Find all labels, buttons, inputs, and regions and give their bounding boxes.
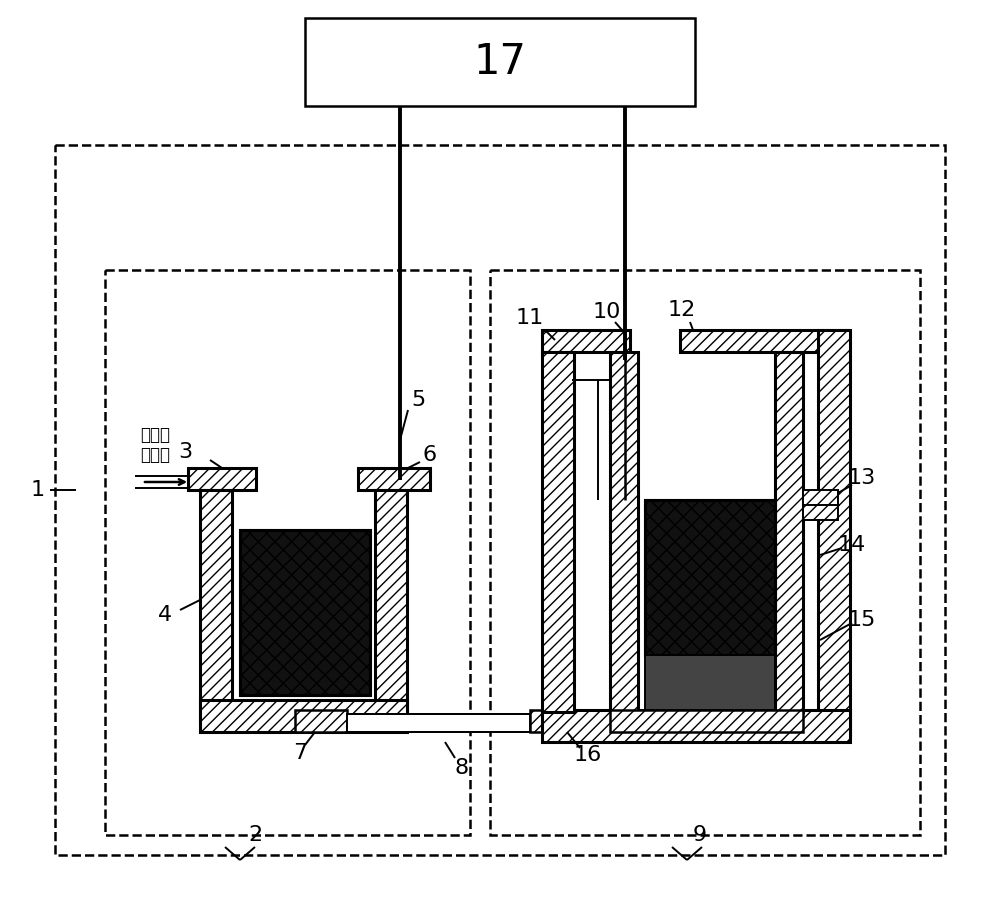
Text: 3: 3: [178, 442, 192, 462]
Text: 14: 14: [838, 535, 866, 555]
Bar: [775, 352, 803, 712]
Text: 17: 17: [474, 41, 526, 83]
Bar: [818, 330, 850, 735]
Bar: [240, 530, 370, 695]
Text: 15: 15: [848, 610, 876, 630]
Bar: [680, 330, 848, 352]
Bar: [542, 352, 574, 712]
Bar: [490, 270, 920, 835]
Bar: [55, 145, 945, 855]
Bar: [542, 330, 630, 352]
Text: 11: 11: [516, 308, 544, 328]
Bar: [542, 710, 850, 742]
Text: 10: 10: [593, 302, 621, 322]
Bar: [105, 270, 470, 835]
Text: 4: 4: [158, 605, 172, 625]
Text: 8: 8: [455, 758, 469, 778]
Text: 12: 12: [668, 300, 696, 320]
Text: 2: 2: [248, 825, 262, 845]
Text: 9: 9: [693, 825, 707, 845]
Bar: [610, 710, 803, 732]
Bar: [645, 500, 775, 655]
Bar: [645, 655, 775, 710]
Bar: [358, 468, 430, 490]
Bar: [347, 714, 530, 732]
Bar: [200, 490, 232, 722]
Bar: [803, 490, 838, 520]
Bar: [295, 710, 347, 732]
Bar: [188, 468, 256, 490]
Text: 7: 7: [293, 743, 307, 763]
Bar: [530, 710, 582, 732]
Bar: [610, 352, 638, 712]
Text: 预处理
后水样: 预处理 后水样: [140, 425, 170, 464]
Bar: [305, 18, 695, 106]
Bar: [645, 500, 775, 655]
Text: 13: 13: [848, 468, 876, 488]
Text: 5: 5: [411, 390, 425, 410]
Bar: [375, 490, 407, 722]
Text: 1: 1: [31, 480, 45, 500]
Bar: [240, 530, 370, 695]
Text: 6: 6: [423, 445, 437, 465]
Bar: [200, 700, 407, 732]
Text: 16: 16: [574, 745, 602, 765]
